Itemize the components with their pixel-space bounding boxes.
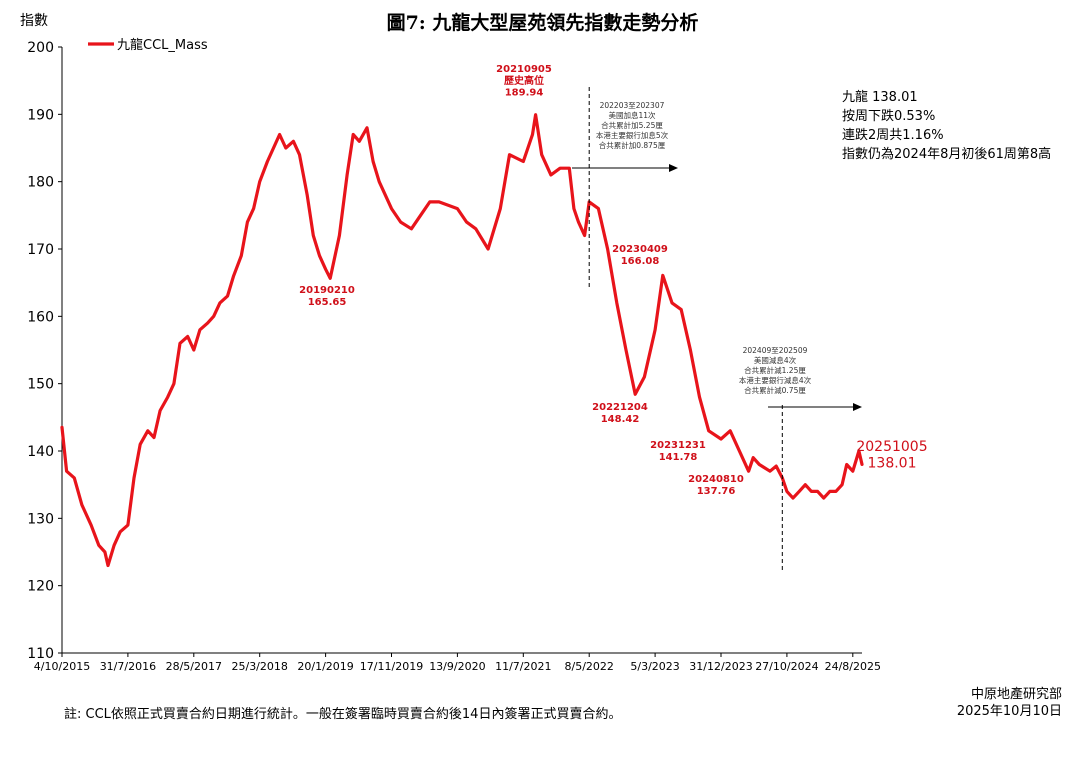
x-tick-label: 31/7/2016 (100, 660, 156, 673)
rate-note-line: 美國減息4次 (754, 355, 797, 365)
y-tick-label: 200 (27, 40, 54, 56)
series-line-kowloon-ccl-mass (60, 113, 864, 568)
info-line-streak: 連跌2周共1.16% (842, 128, 944, 143)
annotation-label: 189.94 (505, 88, 544, 99)
y-axis-label: 指數 (20, 13, 48, 29)
rate-note-line: 合共累計加5.25厘 (601, 120, 663, 130)
arrow-head (669, 164, 678, 172)
source-block: 中原地產研究部 2025年10月10日 (957, 686, 1062, 720)
rate-note-line: 本港主要銀行減息4次 (739, 375, 812, 385)
rate-note-line: 合共累計減0.75厘 (744, 385, 806, 395)
rate-note-line: 美國加息11次 (608, 110, 656, 120)
x-tick-label: 20/1/2019 (297, 660, 353, 673)
rate-note-line: 202409至202509 (743, 346, 808, 355)
x-tick-label: 8/5/2022 (564, 660, 613, 673)
x-tick-label: 25/3/2018 (231, 660, 287, 673)
x-tick-label: 28/5/2017 (166, 660, 222, 673)
x-tick-label: 11/7/2021 (495, 660, 551, 673)
y-tick-label: 170 (27, 242, 54, 258)
info-line-index: 九龍 138.01 (842, 90, 918, 105)
annotation-label: 20231231 (650, 440, 706, 451)
y-tick-label: 140 (27, 444, 54, 460)
y-tick-label: 160 (27, 309, 54, 325)
source-name: 中原地產研究部 (970, 687, 1062, 702)
annotation-label: 20210905 (496, 64, 552, 75)
info-line-weekly: 按周下跌0.53% (842, 109, 936, 124)
annotation-label: 20221204 (592, 402, 648, 413)
y-tick-label: 150 (27, 377, 54, 393)
y-tick-label: 190 (27, 107, 54, 123)
annotation-label: 歷史高位 (504, 74, 544, 87)
annotation-label: 20190210 (299, 285, 355, 296)
x-tick-label: 13/9/2020 (429, 660, 485, 673)
arrow-head (853, 403, 862, 411)
rate-note-line: 本港主要銀行加息5次 (596, 130, 669, 140)
x-tick-label: 5/3/2023 (630, 660, 679, 673)
y-tick-label: 110 (27, 646, 54, 662)
rate-note-line: 202203至202307 (600, 101, 665, 110)
annotation-label: 137.76 (697, 486, 736, 497)
info-line-rank: 指數仍為2024年8月初後61周第8高 (842, 147, 1052, 162)
rate-note-line: 合共累計減1.25厘 (744, 365, 806, 375)
annotation-label: 141.78 (659, 452, 698, 463)
x-tick-label: 17/11/2019 (360, 660, 423, 673)
x-tick-label: 4/10/2015 (34, 660, 90, 673)
footnote: 註: CCL依照正式買賣合約日期進行統計。一般在簽署臨時買賣合約後14日內簽署正… (64, 707, 622, 722)
legend-label: 九龍CCL_Mass (117, 37, 208, 53)
annotation-label: 138.01 (868, 456, 917, 472)
x-tick-label: 27/10/2024 (755, 660, 818, 673)
annotation-label: 20251005 (856, 439, 927, 455)
chart-title: 圖7: 九龍大型屋苑領先指數走勢分析 (386, 12, 699, 34)
annotation-label: 166.08 (621, 256, 660, 267)
info-box: 九龍 138.01 按周下跌0.53% 連跌2周共1.16% 指數仍為2024年… (842, 88, 1051, 164)
rate-note-line: 合共累計加0.875厘 (599, 140, 666, 150)
x-tick-label: 24/8/2025 (825, 660, 881, 673)
annotation-label: 20230409 (612, 244, 668, 255)
annotation-label: 148.42 (601, 414, 640, 425)
annotation-label: 165.65 (308, 297, 347, 308)
y-tick-label: 120 (27, 579, 54, 595)
annotation-label: 20240810 (688, 474, 744, 485)
y-tick-label: 180 (27, 175, 54, 191)
y-tick-label: 130 (27, 511, 54, 527)
source-date: 2025年10月10日 (956, 704, 1062, 719)
x-tick-label: 31/12/2023 (689, 660, 752, 673)
